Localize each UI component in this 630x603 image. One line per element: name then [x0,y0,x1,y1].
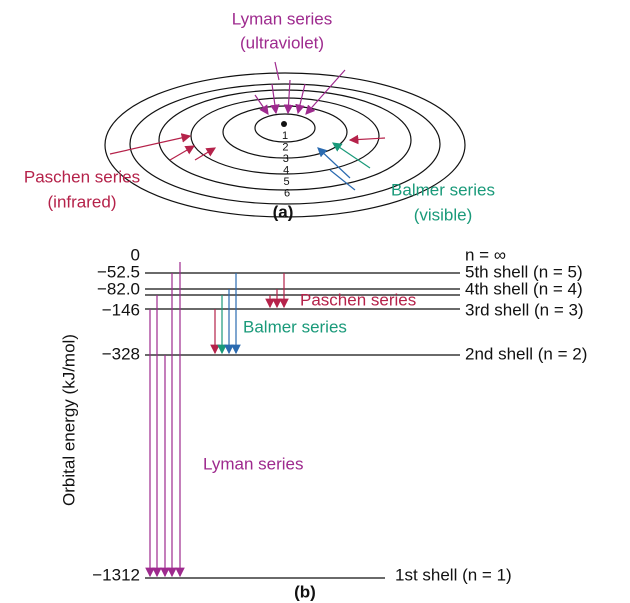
lyman-arrows-a [255,62,345,114]
energy-value: −146 [102,300,140,319]
level-name: 2nd shell (n = 2) [465,344,587,363]
paschen-label-b: Paschen series [300,290,416,309]
balmer-title: Balmer series [391,180,495,199]
energy-value: −82.0 [97,279,140,298]
lyman-subtitle: (ultraviolet) [240,33,324,52]
shell-number: 6 [284,187,290,199]
shell-number: 1 [282,130,288,142]
caption-a: (a) [273,202,294,221]
level-name: 1st shell (n = 1) [395,565,512,584]
y-axis-label: Orbital energy (kJ/mol) [59,334,78,506]
level-name: 4th shell (n = 4) [465,279,583,298]
paschen-title: Paschen series [24,167,140,186]
figure: 123456 Lyman series (ultraviolet) Pasche… [0,0,630,603]
energy-value: −1312 [92,565,140,584]
balmer-label-b: Balmer series [243,317,347,336]
paschen-arrows-b [270,273,284,307]
lyman-label-b: Lyman series [203,454,303,473]
shell-number: 3 [283,153,289,165]
balmer-subtitle: (visible) [414,205,473,224]
paschen-arrows-a [110,136,215,160]
shell-number: 5 [284,176,290,188]
balmer-arrows-b [215,273,236,353]
shell-number: 4 [283,164,289,176]
paschen-subtitle: (infrared) [48,192,117,211]
lyman-title: Lyman series [232,9,332,28]
energy-value: −328 [102,344,140,363]
level-name: 3rd shell (n = 3) [465,300,584,319]
shell-number: 2 [282,141,288,153]
caption-b: (b) [294,582,316,601]
